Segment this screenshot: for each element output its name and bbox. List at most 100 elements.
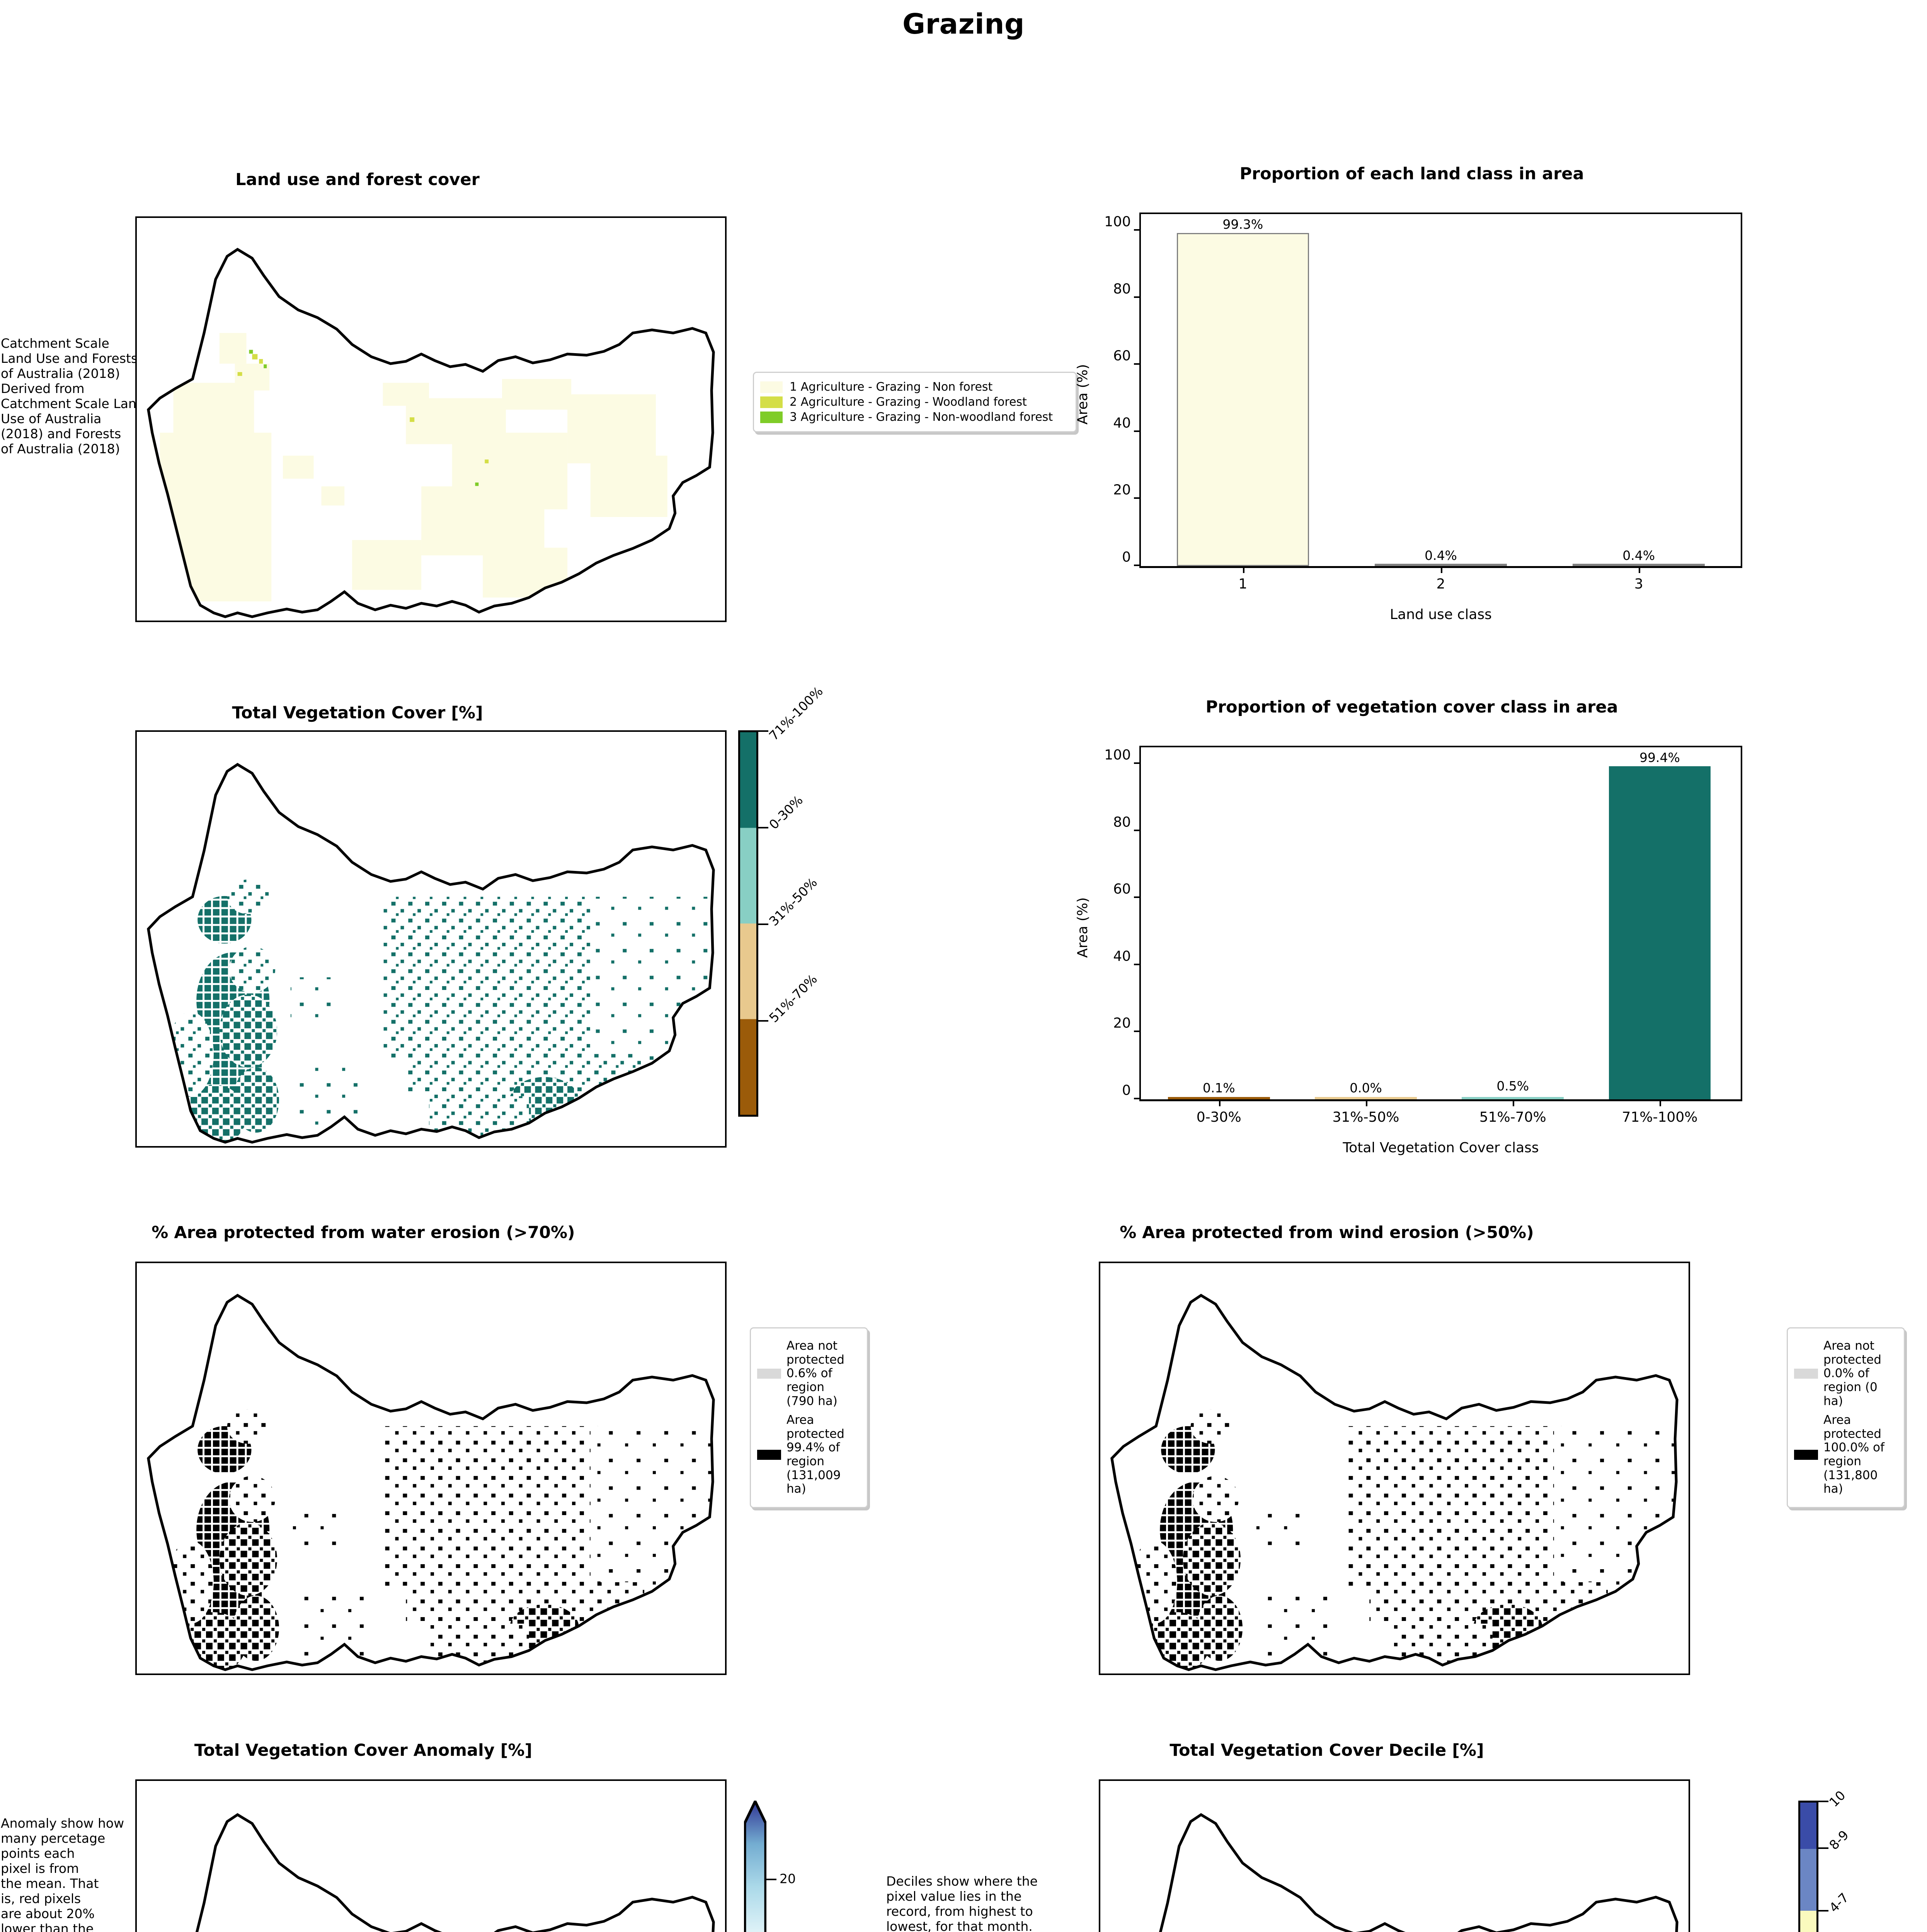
- x-tick: [1513, 1099, 1515, 1106]
- legend-item-label: Area protected 99.4% of region (131,009 …: [786, 1413, 844, 1496]
- x-tick-label: 1: [1238, 576, 1248, 592]
- legend-item: 3 Agriculture - Grazing - Non-woodland f…: [760, 411, 1069, 423]
- legend-item-label: 1 Agriculture - Grazing - Non forest: [790, 380, 993, 394]
- x-tick-label: 2: [1436, 576, 1445, 592]
- colorbar-tick-label: 20: [780, 1871, 796, 1886]
- y-tick: [1134, 296, 1141, 298]
- decile-map-svg: [1159, 1813, 1678, 1932]
- bar-value-label: 0.1%: [1202, 1080, 1235, 1095]
- anomaly-colorbar-svg: [744, 1801, 766, 1932]
- y-tick: [1134, 762, 1141, 764]
- legend-item: 2 Agriculture - Grazing - Woodland fores…: [760, 396, 1069, 408]
- bar-value-label: 0.4%: [1425, 548, 1457, 563]
- legend-item-label: Area not protected 0.0% of region (0 ha): [1823, 1339, 1881, 1408]
- bar-3: [1573, 564, 1705, 566]
- anomaly-map: [135, 1779, 727, 1932]
- panel-water-erosion: % Area protected from water erosion (>70…: [0, 1213, 964, 1692]
- legend-swatch-icon: [760, 381, 783, 393]
- y-tick: [1134, 565, 1141, 566]
- y-tick-label: 80: [1113, 281, 1131, 297]
- panel-veg-cover: Total Vegetation Cover [%]: [0, 684, 964, 1179]
- colorbar-label: 51%-70%: [766, 971, 820, 1026]
- y-tick-label: 100: [1104, 214, 1131, 230]
- decile-map: [1099, 1779, 1690, 1932]
- region-boundary: [147, 248, 715, 618]
- legend-item-label: Area not protected 0.6% of region (790 h…: [786, 1339, 844, 1408]
- x-tick-label: 51%-70%: [1479, 1109, 1546, 1125]
- veg-cover-title: Total Vegetation Cover [%]: [232, 703, 483, 723]
- legend-swatch-icon: [760, 411, 783, 423]
- x-tick-label: 3: [1634, 576, 1643, 592]
- chart-land-class-proportion: Proportion of each land class in area 0 …: [964, 155, 1927, 638]
- colorbar-label: 4-7: [1826, 1889, 1852, 1915]
- legend-swatch-icon: [1794, 1450, 1818, 1460]
- legend-item-label: Area protected 100.0% of region (131,800…: [1823, 1413, 1884, 1496]
- y-tick-label: 0: [1122, 1082, 1131, 1099]
- bar-31-50: [1315, 1097, 1417, 1099]
- chart1-y-axis-label: Area (%): [1074, 364, 1091, 425]
- legend-item: Area not protected 0.0% of region (0 ha): [1794, 1339, 1898, 1408]
- y-tick-label: 40: [1113, 948, 1131, 964]
- bar-value-label: 0.0%: [1350, 1080, 1382, 1095]
- bar-value-label: 0.4%: [1622, 548, 1655, 563]
- colorbar-label: 10: [1826, 1787, 1849, 1810]
- legend-item: Area not protected 0.6% of region (790 h…: [757, 1339, 861, 1408]
- panel-anomaly: Total Vegetation Cover Anomaly [%] Anoma…: [0, 1731, 964, 1932]
- water-erosion-raster: [167, 1409, 714, 1670]
- wind-erosion-map: [1099, 1262, 1690, 1675]
- anomaly-title: Total Vegetation Cover Anomaly [%]: [194, 1741, 533, 1760]
- water-erosion-map: [135, 1262, 727, 1675]
- panel-land-use: Land use and forest cover Catchment Scal…: [0, 162, 1077, 626]
- chart2-bars: 0.1% 0.0% 0.5% 99.4%: [1141, 747, 1741, 1099]
- y-tick-label: 20: [1113, 1015, 1131, 1031]
- colorbar-gradient: [738, 730, 758, 1117]
- bar-2: [1375, 564, 1507, 566]
- decile-caption: Deciles show where the pixel value lies …: [886, 1874, 1038, 1932]
- veg-cover-map-svg: [147, 763, 715, 1144]
- x-tick-label: 71%-100%: [1622, 1109, 1698, 1125]
- y-tick: [1134, 497, 1141, 499]
- veg-cover-colorbar: 0-30% 31%-50% 51%-70% 71%-100%: [738, 684, 826, 1117]
- bar-1: [1177, 233, 1309, 566]
- land-use-map-svg: [147, 248, 715, 618]
- legend-item: Area protected 100.0% of region (131,800…: [1794, 1413, 1898, 1496]
- chart1-bars: 99.3% 0.4% 0.4%: [1141, 214, 1741, 566]
- chart1-x-axis-label: Land use class: [1390, 607, 1492, 622]
- chart2-title: Proportion of vegetation cover class in …: [1205, 697, 1618, 717]
- decile-colorbar: 1 2-3 4-7 8-9 10: [1798, 1788, 1852, 1932]
- land-use-raster: [160, 333, 667, 602]
- wind-erosion-raster: [1131, 1409, 1677, 1670]
- colorbar-gradient: [1798, 1801, 1818, 1932]
- legend-swatch-icon: [757, 1369, 781, 1379]
- y-tick-label: 100: [1104, 747, 1131, 763]
- legend-item-label: 3 Agriculture - Grazing - Non-woodland f…: [790, 410, 1053, 424]
- y-tick: [1134, 1031, 1141, 1032]
- water-erosion-map-svg: [147, 1294, 715, 1671]
- y-tick: [1134, 363, 1141, 365]
- colorbar-label: 71%-100%: [766, 684, 826, 743]
- chart2-plot: 0 20 40 60 80 100 0.1% 0.0% 0.5% 99.4%: [1104, 746, 1742, 1125]
- chart2-y-axis-label: Area (%): [1074, 897, 1091, 958]
- region-boundary: [1110, 1294, 1678, 1671]
- wind-erosion-map-svg: [1110, 1294, 1678, 1671]
- colorbar-label: 8-9: [1826, 1827, 1852, 1853]
- panel-wind-erosion: % Area protected from wind erosion (>50%…: [964, 1213, 1927, 1692]
- region-boundary: [195, 1813, 715, 1932]
- bar-0-30: [1168, 1097, 1270, 1099]
- x-tick: [1366, 1099, 1367, 1106]
- land-use-title: Land use and forest cover: [235, 170, 480, 189]
- y-tick: [1134, 430, 1141, 432]
- y-tick-label: 0: [1122, 549, 1131, 565]
- bar-value-label: 99.4%: [1639, 750, 1680, 765]
- veg-cover-map: [135, 730, 727, 1148]
- land-use-caption: Catchment Scale Land Use and Forests of …: [1, 336, 145, 456]
- y-tick: [1134, 229, 1141, 231]
- legend-swatch-icon: [1794, 1369, 1818, 1379]
- x-tick: [1639, 566, 1641, 573]
- colorbar-label: 31%-50%: [766, 875, 820, 929]
- legend-swatch-icon: [757, 1450, 781, 1460]
- y-tick-label: 20: [1113, 482, 1131, 498]
- y-tick: [1134, 963, 1141, 965]
- bar-51-70: [1462, 1097, 1564, 1099]
